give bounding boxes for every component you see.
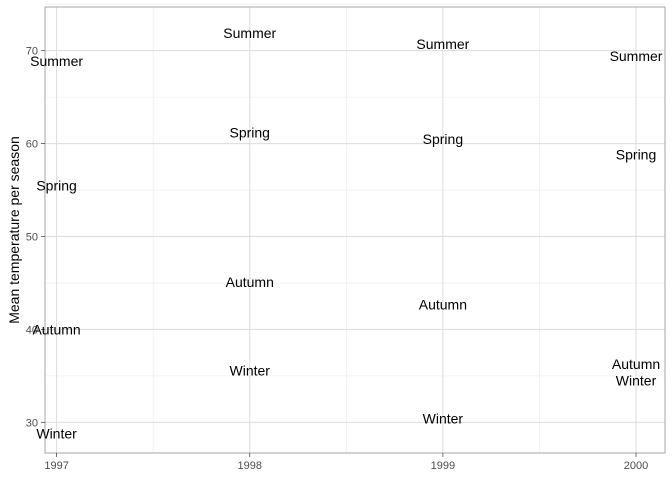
y-tick-label: 30 (26, 417, 38, 429)
x-tick-label: 1997 (44, 460, 68, 472)
data-point-label: Autumn (226, 274, 274, 290)
data-point-label: Spring (423, 131, 463, 147)
data-point-label: Autumn (612, 356, 660, 372)
data-point-label: Winter (423, 411, 464, 427)
data-point-label: Winter (230, 362, 271, 378)
data-point-label: Autumn (32, 321, 80, 337)
grid-lines (45, 3, 665, 453)
data-point-label: Spring (230, 124, 270, 140)
data-labels: SummerSpringAutumnWinterSummerSpringAutu… (30, 25, 663, 441)
y-axis-title: Mean temperature per season (6, 136, 22, 324)
plot-panel-border (44, 6, 666, 454)
axes: 30 40 50 60 70 1997 1998 1999 2000 (26, 46, 649, 472)
data-point-label: Winter (616, 373, 657, 389)
y-tick-label: 60 (26, 139, 38, 151)
data-point-label: Autumn (419, 296, 467, 312)
data-point-label: Spring (36, 177, 76, 193)
data-point-label: Summer (610, 48, 663, 64)
data-point-label: Winter (36, 425, 77, 441)
y-tick-label: 70 (26, 46, 38, 58)
data-point-label: Summer (416, 36, 469, 52)
x-tick-label: 1998 (237, 460, 261, 472)
x-tick-label: 1999 (431, 460, 455, 472)
x-tick-label: 2000 (624, 460, 648, 472)
y-tick-label: 40 (26, 324, 38, 336)
data-point-label: Summer (30, 53, 83, 69)
data-point-label: Spring (616, 147, 656, 163)
data-point-label: Summer (223, 25, 276, 41)
y-tick-label: 50 (26, 232, 38, 244)
